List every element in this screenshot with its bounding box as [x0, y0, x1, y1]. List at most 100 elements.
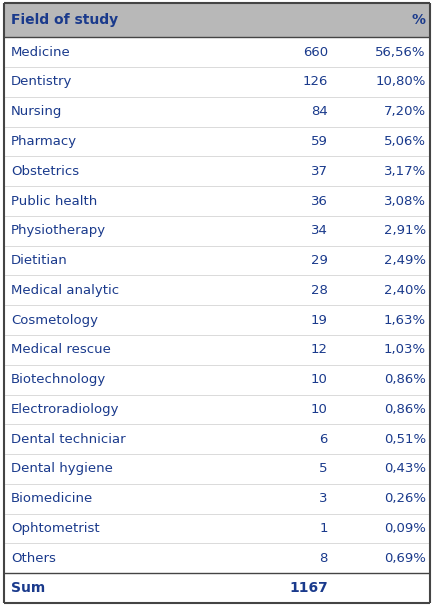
Bar — [4, 216, 217, 245]
Bar — [332, 3, 430, 38]
Text: Physiotherapy: Physiotherapy — [11, 224, 106, 238]
Text: Dental hygiene: Dental hygiene — [11, 462, 113, 476]
Text: 36: 36 — [311, 195, 328, 207]
Text: 5,06%: 5,06% — [384, 135, 426, 148]
Text: 1: 1 — [319, 522, 328, 535]
Text: 12: 12 — [311, 344, 328, 356]
Text: 126: 126 — [302, 75, 328, 88]
Bar — [332, 67, 430, 97]
Text: Others: Others — [11, 552, 56, 565]
Text: Nursing: Nursing — [11, 105, 62, 118]
Bar — [332, 395, 430, 424]
Bar — [4, 305, 217, 335]
Text: Pharmacy: Pharmacy — [11, 135, 77, 148]
Bar — [217, 484, 332, 514]
Bar — [4, 3, 217, 38]
Text: Dental techniciar: Dental techniciar — [11, 433, 125, 446]
Bar — [332, 216, 430, 245]
Bar — [217, 573, 332, 603]
Bar — [217, 186, 332, 216]
Bar — [4, 544, 217, 573]
Bar — [4, 514, 217, 544]
Text: 1,63%: 1,63% — [384, 314, 426, 327]
Text: 3,08%: 3,08% — [384, 195, 426, 207]
Text: 59: 59 — [311, 135, 328, 148]
Text: 1167: 1167 — [289, 581, 328, 595]
Bar — [332, 97, 430, 127]
Text: Biotechnology: Biotechnology — [11, 373, 106, 386]
Text: 660: 660 — [303, 45, 328, 59]
Text: 56,56%: 56,56% — [375, 45, 426, 59]
Bar — [4, 67, 217, 97]
Bar — [217, 38, 332, 67]
Text: Ophtometrist: Ophtometrist — [11, 522, 99, 535]
Text: 8: 8 — [319, 552, 328, 565]
Text: 1,03%: 1,03% — [384, 344, 426, 356]
Bar — [217, 276, 332, 305]
Text: Electroradiology: Electroradiology — [11, 403, 119, 416]
Text: 0,86%: 0,86% — [384, 373, 426, 386]
Bar — [332, 573, 430, 603]
Bar — [217, 245, 332, 276]
Text: 19: 19 — [311, 314, 328, 327]
Text: 29: 29 — [311, 254, 328, 267]
Bar — [4, 276, 217, 305]
Text: 5: 5 — [319, 462, 328, 476]
Bar — [4, 365, 217, 395]
Bar — [217, 156, 332, 186]
Text: 10: 10 — [311, 403, 328, 416]
Text: Medicine: Medicine — [11, 45, 71, 59]
Text: 0,86%: 0,86% — [384, 403, 426, 416]
Bar — [217, 395, 332, 424]
Text: Biomedicine: Biomedicine — [11, 492, 93, 505]
Text: 37: 37 — [311, 165, 328, 178]
Text: Sum: Sum — [11, 581, 45, 595]
Bar — [217, 424, 332, 454]
Bar — [332, 544, 430, 573]
Text: 0,51%: 0,51% — [384, 433, 426, 446]
Text: 10: 10 — [311, 373, 328, 386]
Text: 2,49%: 2,49% — [384, 254, 426, 267]
Text: Medical rescue: Medical rescue — [11, 344, 111, 356]
Text: Field of study: Field of study — [11, 13, 118, 27]
Text: 0,09%: 0,09% — [384, 522, 426, 535]
Bar — [217, 305, 332, 335]
Bar — [4, 335, 217, 365]
Bar — [332, 38, 430, 67]
Bar — [4, 245, 217, 276]
Bar — [217, 335, 332, 365]
Text: Public health: Public health — [11, 195, 97, 207]
Bar — [4, 424, 217, 454]
Bar — [332, 484, 430, 514]
Bar — [217, 67, 332, 97]
Text: 7,20%: 7,20% — [384, 105, 426, 118]
Bar — [217, 514, 332, 544]
Text: Obstetrics: Obstetrics — [11, 165, 79, 178]
Bar — [4, 454, 217, 484]
Bar — [217, 365, 332, 395]
Bar — [332, 156, 430, 186]
Bar — [217, 454, 332, 484]
Bar — [4, 156, 217, 186]
Bar — [332, 335, 430, 365]
Text: 28: 28 — [311, 284, 328, 297]
Bar — [4, 484, 217, 514]
Text: 0,69%: 0,69% — [384, 552, 426, 565]
Bar — [4, 97, 217, 127]
Bar — [4, 395, 217, 424]
Bar — [332, 454, 430, 484]
Bar — [4, 38, 217, 67]
Text: 3,17%: 3,17% — [384, 165, 426, 178]
Bar — [217, 97, 332, 127]
Text: 2,40%: 2,40% — [384, 284, 426, 297]
Bar — [332, 245, 430, 276]
Bar — [4, 127, 217, 156]
Text: %: % — [412, 13, 426, 27]
Bar — [4, 186, 217, 216]
Text: 0,43%: 0,43% — [384, 462, 426, 476]
Bar — [332, 365, 430, 395]
Bar — [217, 216, 332, 245]
Bar — [217, 127, 332, 156]
Bar — [4, 573, 217, 603]
Bar — [332, 186, 430, 216]
